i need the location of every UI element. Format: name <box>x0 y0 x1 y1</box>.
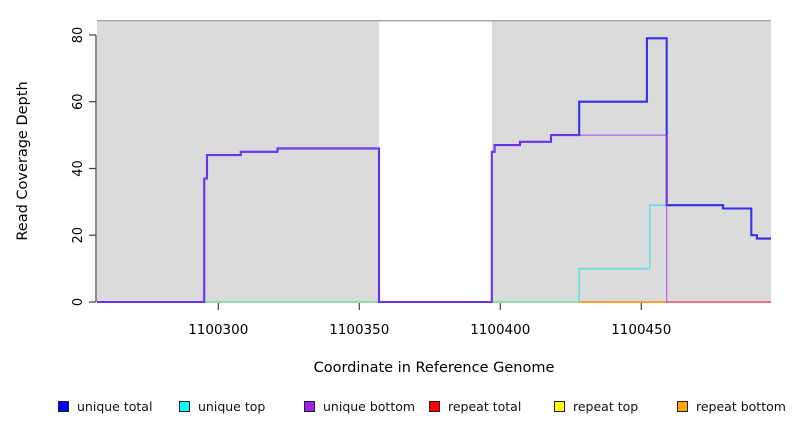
y-tick-label: 80 <box>71 27 86 44</box>
legend-swatch-unique-bottom <box>304 401 315 412</box>
x-tick-label: 1100450 <box>611 322 671 338</box>
legend-label: unique top <box>198 399 266 414</box>
legend-item-unique-top: unique top <box>179 399 265 414</box>
legend-item-repeat-bottom: repeat bottom <box>677 399 786 414</box>
legend-label: unique bottom <box>323 399 416 414</box>
legend-item-unique-total: unique total <box>58 399 152 414</box>
legend-swatch-repeat-total <box>429 401 440 412</box>
x-tick-label: 1100400 <box>470 322 530 338</box>
series-unique-bottom <box>97 134 668 303</box>
legend-swatch-unique-total <box>58 401 69 412</box>
legend-swatch-repeat-bottom <box>677 401 688 412</box>
legend-label: unique total <box>77 399 153 414</box>
legend-item-unique-bottom: unique bottom <box>304 399 415 414</box>
y-tick-label: 40 <box>71 160 86 177</box>
legend-label: repeat top <box>573 399 639 414</box>
legend-swatch-unique-top <box>179 401 190 412</box>
y-tick-label: 20 <box>71 227 86 244</box>
no-coverage-band <box>379 21 492 302</box>
x-tick-label: 1100300 <box>188 322 248 338</box>
legend-item-repeat-total: repeat total <box>429 399 521 414</box>
legend-swatch-repeat-top <box>554 401 565 412</box>
x-tick-label: 1100350 <box>329 322 389 338</box>
legend-label: repeat total <box>448 399 522 414</box>
legend-item-repeat-top: repeat top <box>554 399 638 414</box>
y-tick-label: 0 <box>71 298 86 306</box>
y-axis-title: Read Coverage Depth <box>15 81 31 241</box>
legend: unique total unique top unique bottom repea… <box>0 399 792 419</box>
y-tick-label: 60 <box>71 93 86 110</box>
x-axis-title: Coordinate in Reference Genome <box>313 360 555 376</box>
legend-label: repeat bottom <box>696 399 786 414</box>
